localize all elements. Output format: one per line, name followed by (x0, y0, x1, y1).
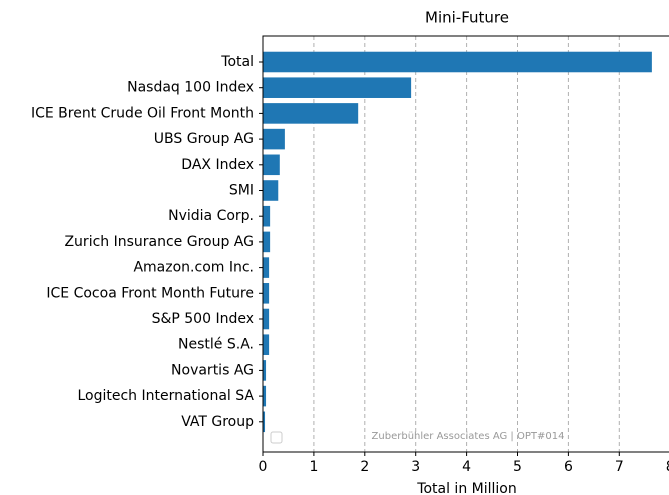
y-tick-label: UBS Group AG (154, 131, 254, 147)
plot-frame (262, 35, 669, 453)
bar (263, 180, 279, 201)
x-tick-label: 7 (615, 459, 624, 475)
bar (263, 360, 267, 381)
x-tick-label: 6 (564, 459, 573, 475)
y-tick-label: ICE Brent Crude Oil Front Month (31, 105, 254, 121)
x-tick-label: 5 (513, 459, 522, 475)
x-tick-label: 2 (360, 459, 369, 475)
y-tick-label: S&P 500 Index (152, 311, 254, 327)
y-tick-label: SMI (229, 183, 254, 199)
y-tick-label: Total (220, 54, 254, 70)
y-tick-label: ICE Cocoa Front Month Future (46, 285, 254, 301)
y-tick-label: Nvidia Corp. (168, 208, 254, 224)
bar (263, 411, 266, 433)
legend-box (270, 431, 283, 444)
x-tick-label: 8 (666, 459, 669, 475)
bar (263, 103, 359, 124)
bar (263, 257, 270, 278)
y-tick-label: Amazon.com Inc. (133, 260, 254, 276)
bar (263, 205, 271, 227)
bar (263, 77, 412, 98)
x-axis-label: Total in Million (416, 481, 516, 495)
y-tick-label: Zurich Insurance Group AG (64, 234, 254, 250)
bar (263, 51, 652, 73)
bar (263, 385, 267, 407)
bar (263, 154, 280, 176)
bar (263, 128, 285, 150)
x-tick-label: 0 (259, 459, 268, 475)
bar (263, 334, 270, 355)
y-tick-label: VAT Group (181, 414, 254, 430)
bar (263, 308, 270, 330)
y-tick-label: Nestlé S.A. (178, 337, 254, 353)
y-tick-label: Logitech International SA (77, 388, 254, 404)
y-tick-label: Nasdaq 100 Index (127, 80, 254, 96)
x-tick-label: 3 (411, 459, 420, 475)
y-tick-label: DAX Index (181, 157, 254, 173)
y-tick-label: Novartis AG (171, 362, 254, 378)
bar (263, 231, 271, 253)
x-tick-label: 4 (462, 459, 471, 475)
watermark: Zuberbühler Associates AG | OPT#014 (372, 431, 565, 442)
x-tick-label: 1 (309, 459, 318, 475)
bar (263, 283, 270, 304)
chart-title: Mini-Future (425, 9, 509, 27)
